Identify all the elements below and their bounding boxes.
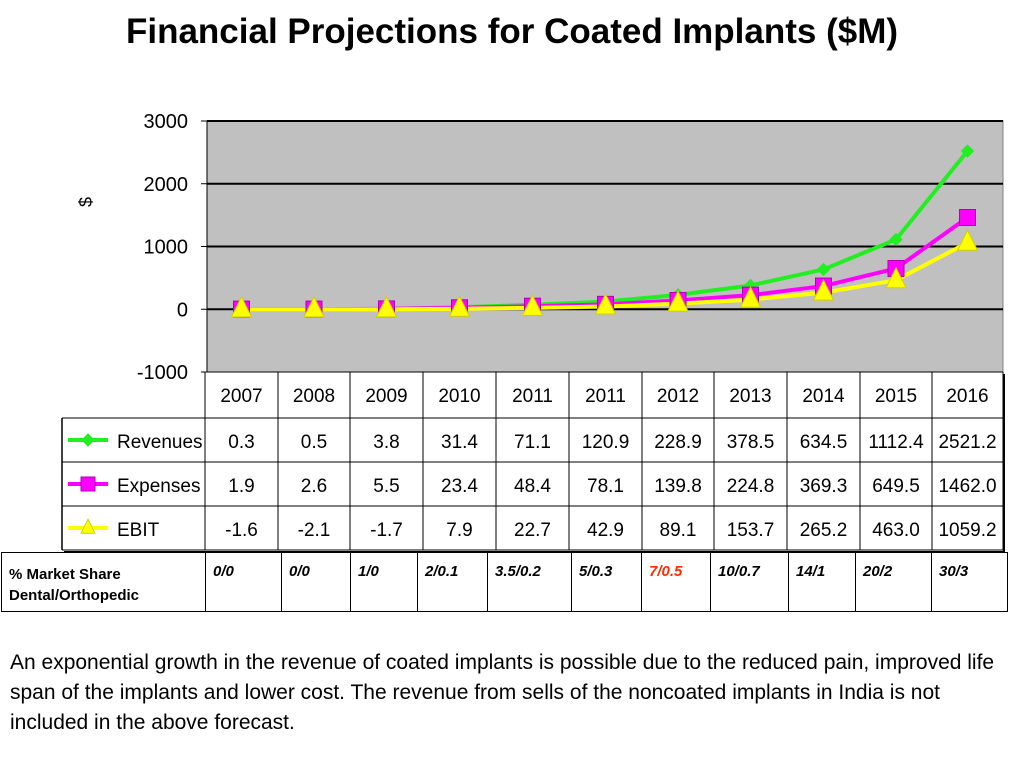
data-point bbox=[230, 295, 253, 318]
data-point bbox=[816, 262, 831, 277]
x-tick-label: 2011 bbox=[512, 386, 553, 407]
data-label: 120.9 bbox=[582, 432, 630, 453]
x-tick-label: 2016 bbox=[946, 386, 988, 407]
data-label: -1.7 bbox=[370, 520, 403, 541]
x-tick-label: 2014 bbox=[802, 386, 845, 407]
data-point bbox=[956, 229, 979, 251]
market-share-cell: 20/2 bbox=[855, 552, 932, 612]
y-tick-label: 3000 bbox=[144, 111, 189, 133]
data-label: 1462.0 bbox=[938, 476, 996, 497]
data-point bbox=[960, 144, 975, 158]
data-label: 228.9 bbox=[654, 432, 702, 453]
market-share-label-line2: Dental/Orthopedic bbox=[9, 587, 140, 604]
data-label: 3.8 bbox=[373, 432, 399, 453]
data-point bbox=[594, 292, 617, 315]
data-label: 463.0 bbox=[872, 520, 920, 541]
x-tick-label: 2009 bbox=[365, 386, 407, 407]
data-label: 22.7 bbox=[514, 520, 551, 541]
market-share-cell: 2/0.1 bbox=[417, 552, 488, 612]
footnote-paragraph: An exponential growth in the revenue of … bbox=[10, 651, 995, 734]
data-point bbox=[812, 278, 835, 301]
market-share-cell: 0/0 bbox=[281, 552, 351, 612]
data-label: 2.6 bbox=[301, 476, 327, 497]
data-point bbox=[303, 295, 325, 318]
data-label: 1112.4 bbox=[868, 432, 924, 453]
data-point bbox=[885, 266, 907, 289]
data-label: 1059.2 bbox=[938, 520, 996, 541]
data-point bbox=[521, 294, 544, 316]
data-label: 0.5 bbox=[301, 432, 327, 453]
market-share-cell-highlighted: 7/0.5 bbox=[641, 552, 711, 612]
data-point bbox=[959, 209, 976, 227]
data-label: 369.3 bbox=[800, 476, 848, 497]
legend-label: EBIT bbox=[117, 520, 160, 541]
x-tick-label: 2013 bbox=[729, 386, 771, 407]
data-point bbox=[80, 476, 96, 492]
market-share-cell: 3.5/0.2 bbox=[487, 552, 572, 612]
y-tick-label: 0 bbox=[177, 299, 188, 321]
legend-label: Revenues bbox=[117, 432, 203, 453]
data-label: 2521.2 bbox=[938, 432, 996, 453]
market-share-cell: 0/0 bbox=[205, 552, 282, 612]
market-share-cell: 30/3 bbox=[931, 552, 1008, 612]
data-label: 139.8 bbox=[654, 476, 702, 497]
data-label: 224.8 bbox=[727, 476, 775, 497]
data-label: 23.4 bbox=[441, 476, 478, 497]
data-label: 42.9 bbox=[587, 520, 624, 541]
page-title: Financial Projections for Coated Implant… bbox=[125, 12, 899, 51]
market-share-label-line1: % Market Share bbox=[9, 566, 121, 583]
x-tick-label: 2011 bbox=[585, 386, 626, 407]
data-point bbox=[889, 232, 903, 247]
data-label: 31.4 bbox=[441, 432, 478, 453]
legend-label: Expenses bbox=[117, 476, 200, 497]
data-label: 78.1 bbox=[587, 476, 624, 497]
x-tick-label: 2012 bbox=[657, 386, 699, 407]
data-point bbox=[667, 290, 689, 312]
market-share-cell: 14/1 bbox=[788, 552, 856, 612]
y-tick-label: 2000 bbox=[144, 174, 189, 196]
data-label: 265.2 bbox=[800, 520, 848, 541]
y-axis-label: $ bbox=[76, 197, 96, 207]
y-tick-label: 1000 bbox=[144, 237, 189, 259]
chart: 3000 2000 1000 0 -1000 $ 2007 2008 2009 2010 201… bbox=[61, 111, 1005, 553]
market-share-row: % Market Share Dental/Orthopedic 0/0 0/0… bbox=[1, 552, 1008, 612]
x-tick-label: 2008 bbox=[293, 386, 335, 407]
market-share-cell: 10/0.7 bbox=[710, 552, 789, 612]
data-point bbox=[81, 433, 95, 447]
data-label: 7.9 bbox=[446, 520, 472, 541]
data-label: 153.7 bbox=[727, 520, 775, 541]
x-tick-label: 2015 bbox=[875, 386, 917, 407]
data-label: 5.5 bbox=[373, 476, 399, 497]
market-share-cell: 5/0.3 bbox=[571, 552, 642, 612]
data-point bbox=[80, 518, 96, 534]
data-label: 634.5 bbox=[800, 432, 848, 453]
data-point bbox=[448, 295, 471, 317]
data-point bbox=[375, 295, 398, 318]
x-tick-label: 2007 bbox=[220, 386, 262, 407]
x-tick-label: 2010 bbox=[438, 386, 480, 407]
data-label: -2.1 bbox=[298, 520, 331, 541]
data-label: 71.1 bbox=[514, 432, 551, 453]
data-label: 378.5 bbox=[727, 432, 775, 453]
data-label: 48.4 bbox=[514, 476, 551, 497]
data-label: 89.1 bbox=[660, 520, 697, 541]
data-label: 1.9 bbox=[228, 476, 254, 497]
y-tick-label: -1000 bbox=[137, 362, 188, 384]
data-label: 649.5 bbox=[872, 476, 920, 497]
market-share-cell: 1/0 bbox=[350, 552, 418, 612]
data-point bbox=[739, 285, 762, 308]
market-share-table: % Market Share Dental/Orthopedic 0/0 0/0… bbox=[1, 552, 1008, 612]
data-label: -1.6 bbox=[225, 520, 258, 541]
data-label: 0.3 bbox=[228, 432, 254, 453]
market-share-label: % Market Share Dental/Orthopedic bbox=[1, 552, 206, 612]
